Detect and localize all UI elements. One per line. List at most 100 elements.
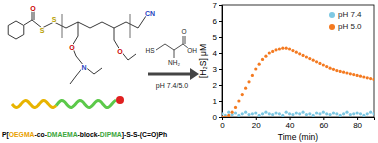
tick: 3 xyxy=(213,65,222,74)
tick: 5 xyxy=(213,33,222,42)
tick-label: 20 xyxy=(252,121,261,130)
data-point xyxy=(264,55,267,58)
tick-label: 80 xyxy=(353,121,362,130)
tick-label: 0 xyxy=(213,113,218,122)
data-point xyxy=(315,111,318,114)
bond xyxy=(78,22,90,28)
tick-label: 60 xyxy=(319,121,328,130)
atom-label: NH₂ xyxy=(168,59,180,66)
data-point xyxy=(312,59,315,62)
data-point xyxy=(261,112,264,115)
atom-label: S xyxy=(52,16,57,23)
data-point xyxy=(322,63,325,66)
bond xyxy=(114,28,115,40)
data-point xyxy=(301,54,304,57)
plot-area xyxy=(222,47,374,117)
data-point xyxy=(298,112,301,115)
data-point xyxy=(291,113,294,116)
data-point xyxy=(288,47,291,50)
y-axis: 01234567 xyxy=(213,1,223,122)
bond xyxy=(32,11,33,20)
series xyxy=(222,111,374,117)
legend-label: pH 5.0 xyxy=(338,22,362,31)
data-point xyxy=(362,114,365,117)
data-point xyxy=(332,111,335,114)
data-point xyxy=(244,87,247,90)
atom-label: CN xyxy=(145,10,155,17)
y-axis-title: [H₂S] μM xyxy=(198,44,208,78)
data-point xyxy=(352,73,355,76)
data-point xyxy=(356,111,359,114)
atom-label: S xyxy=(40,27,45,34)
data-point xyxy=(308,57,311,60)
legend-marker xyxy=(329,12,335,18)
data-point xyxy=(332,68,335,71)
data-point xyxy=(356,74,359,77)
data-point xyxy=(312,114,315,117)
bond xyxy=(78,22,79,36)
data-point xyxy=(315,60,318,63)
data-point xyxy=(335,112,338,115)
data-point xyxy=(322,111,325,114)
diagram: OSSOONCNP[OEGMA-co-DMAEMA-block-DIPMA]-S… xyxy=(2,5,199,139)
data-point xyxy=(258,114,261,117)
tick: 20 xyxy=(252,117,261,130)
tick-label: 3 xyxy=(213,65,218,74)
data-point xyxy=(244,111,247,114)
axis-line xyxy=(223,118,375,121)
atom-label: HS xyxy=(145,47,155,54)
data-point xyxy=(237,114,240,117)
bond xyxy=(114,22,126,28)
data-point xyxy=(264,111,267,114)
data-point xyxy=(342,71,345,74)
tick-mark xyxy=(219,37,222,38)
data-point xyxy=(328,67,331,70)
tick-label: 5 xyxy=(213,33,218,42)
x-axis: 020406080 xyxy=(220,117,374,130)
bond xyxy=(70,76,76,84)
tick-mark xyxy=(290,117,291,120)
data-point xyxy=(227,114,230,117)
data-point xyxy=(352,112,355,115)
data-point xyxy=(318,62,321,65)
tick-mark xyxy=(219,5,222,6)
tick-label: 4 xyxy=(213,49,218,58)
atom-label: O xyxy=(117,48,123,55)
bond xyxy=(174,44,183,50)
data-point xyxy=(241,112,244,115)
bond xyxy=(128,54,136,60)
data-point xyxy=(339,114,342,117)
bond xyxy=(126,22,138,28)
end-group xyxy=(116,96,124,104)
bracket xyxy=(130,14,131,38)
polymer-name: P[OEGMA-co-DMAEMA-block-DIPMA]-S-S-(C=O)… xyxy=(2,131,167,139)
data-point xyxy=(345,111,348,114)
bond xyxy=(94,68,102,74)
axis-line xyxy=(219,6,223,118)
data-point xyxy=(305,55,308,58)
tick-label: 6 xyxy=(213,17,218,26)
bond xyxy=(183,36,184,44)
data-point xyxy=(359,112,362,115)
data-point xyxy=(247,80,250,83)
tick: 1 xyxy=(213,97,222,106)
data-point xyxy=(308,112,311,115)
tick-mark xyxy=(219,101,222,102)
legend-label: pH 7.4 xyxy=(338,10,362,19)
polymer-name-part: OEGMA xyxy=(9,131,35,138)
data-point xyxy=(318,112,321,115)
tick-mark xyxy=(219,21,222,22)
bond xyxy=(24,20,32,25)
atom-label: O xyxy=(69,44,75,51)
polymer-block-1 xyxy=(12,101,56,108)
bond xyxy=(174,50,175,58)
data-point xyxy=(288,112,291,115)
data-point xyxy=(234,111,237,114)
data-point xyxy=(301,111,304,114)
data-point xyxy=(222,112,224,115)
data-point xyxy=(254,111,257,114)
data-point xyxy=(278,112,281,115)
data-point xyxy=(372,112,374,115)
polymer-name-part: DMAEMA xyxy=(47,131,78,138)
polymer-name-part: DIPMA xyxy=(100,131,122,138)
